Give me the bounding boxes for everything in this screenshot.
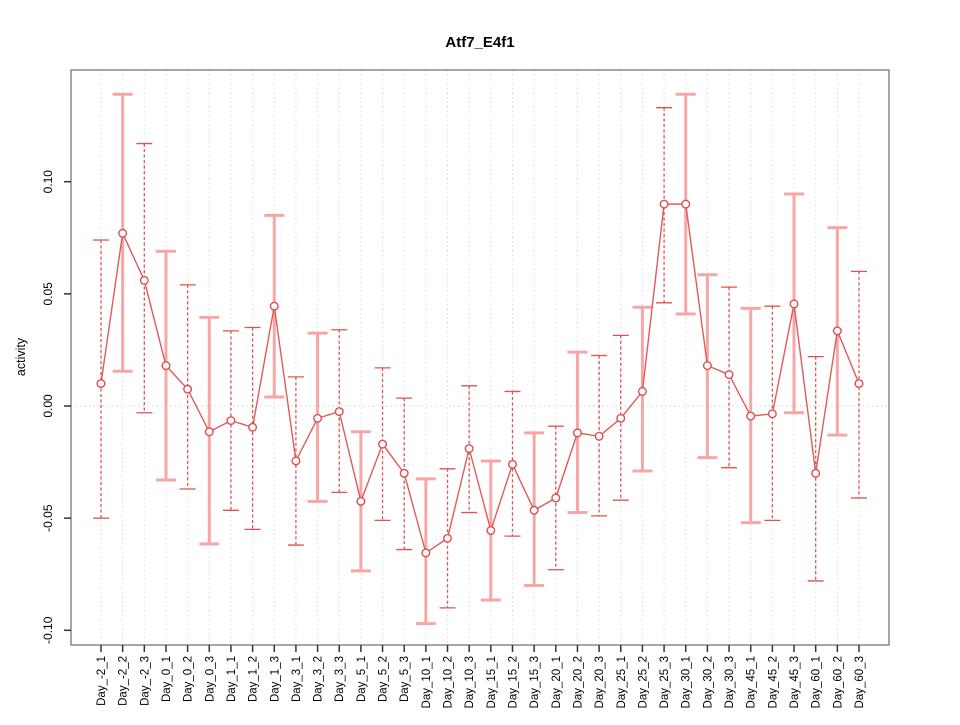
y-tick-label: -0.05 xyxy=(41,504,55,532)
x-tick-label: Day_15_1 xyxy=(486,656,498,708)
data-point xyxy=(832,326,842,336)
data-point xyxy=(399,468,409,478)
y-tick-label: 0.05 xyxy=(41,282,55,306)
data-point xyxy=(811,468,821,478)
plot-frame-layer xyxy=(70,69,890,646)
data-point xyxy=(313,413,323,423)
x-tick-label: Day_1_3 xyxy=(269,656,281,702)
x-tick-label: Day_60_1 xyxy=(811,656,823,708)
x-tick-label: Day_25_3 xyxy=(659,656,671,708)
x-tick-label: Day_20_2 xyxy=(572,656,584,708)
x-tick-label: Day_-2_2 xyxy=(118,656,130,706)
data-point xyxy=(464,444,474,454)
x-tick-label: Day_1_2 xyxy=(248,656,260,702)
data-point xyxy=(594,431,604,441)
data-point xyxy=(183,384,193,394)
data-point xyxy=(334,407,344,417)
y-tick-label: 0.00 xyxy=(41,394,55,418)
data-point xyxy=(789,299,799,309)
data-point xyxy=(421,548,431,558)
x-tick-label: Day_0_2 xyxy=(183,656,195,702)
series-line xyxy=(100,203,860,555)
data-point xyxy=(248,422,258,432)
x-tick-label: Day_20_3 xyxy=(594,656,606,708)
x-tick-label: Day_60_2 xyxy=(832,656,844,708)
x-tick-label: Day_25_2 xyxy=(637,656,649,708)
data-point xyxy=(767,409,777,419)
x-tick-label: Day_15_2 xyxy=(507,656,519,708)
x-tick-label: Day_20_1 xyxy=(551,656,563,708)
data-point xyxy=(378,439,388,449)
data-point xyxy=(724,370,734,380)
x-tick-label: Day_-2_3 xyxy=(139,656,151,706)
x-tick-label: Day_0_1 xyxy=(161,656,173,702)
x-tick-label: Day_15_3 xyxy=(529,656,541,708)
x-tick-label: Day_30_1 xyxy=(681,656,693,708)
y-tick-label: 0.10 xyxy=(41,170,55,194)
data-point xyxy=(118,228,128,238)
data-point xyxy=(356,496,366,506)
chart-title: Atf7_E4f1 xyxy=(445,34,514,51)
x-tick-label: Day_45_3 xyxy=(789,656,801,708)
y-tick-label: -0.10 xyxy=(41,616,55,644)
gridlines-layer xyxy=(71,70,889,645)
data-points-layer xyxy=(96,199,864,558)
data-point xyxy=(507,459,517,469)
data-point xyxy=(659,199,669,209)
data-point xyxy=(616,413,626,423)
axes-layer: 0.10 0.05 0.00 -0.05 -0.10 Day_-2_1 Day_-2_2 Da… xyxy=(41,170,866,709)
x-tick-label: Day_0_3 xyxy=(204,656,216,702)
data-point xyxy=(854,379,864,389)
data-point xyxy=(161,361,171,371)
x-tick-label: Day_3_1 xyxy=(291,656,303,702)
x-tick-label: Day_3_2 xyxy=(313,656,325,702)
data-point xyxy=(529,505,539,515)
plot-border xyxy=(70,69,890,646)
data-point xyxy=(551,493,561,503)
x-tick-label: Day_45_2 xyxy=(767,656,779,708)
data-point xyxy=(269,301,279,311)
x-tick-label: Day_45_1 xyxy=(746,656,758,708)
data-point xyxy=(681,199,691,209)
data-point xyxy=(226,416,236,426)
x-tick-label: Day_10_1 xyxy=(421,656,433,708)
x-tick-label: Day_1_1 xyxy=(226,656,238,702)
data-point xyxy=(572,428,582,438)
y-axis-label: activity xyxy=(14,337,28,376)
data-point xyxy=(486,525,496,535)
data-point xyxy=(96,379,106,389)
x-tick-label: Day_25_1 xyxy=(616,656,628,708)
x-tick-label: Day_30_3 xyxy=(724,656,736,708)
x-tick-label: Day_10_2 xyxy=(443,656,455,708)
x-tick-label: Day_5_3 xyxy=(399,656,411,702)
x-tick-label: Day_10_3 xyxy=(464,656,476,708)
x-tick-label: Day_-2_1 xyxy=(96,656,108,706)
data-point xyxy=(139,275,149,285)
data-point xyxy=(291,456,301,466)
x-tick-label: Day_3_3 xyxy=(334,656,346,702)
x-tick-label: Day_5_1 xyxy=(356,656,368,702)
data-point xyxy=(204,427,214,437)
x-tick-label: Day_5_2 xyxy=(378,656,390,702)
data-point xyxy=(746,411,756,421)
series-line-layer xyxy=(100,203,860,555)
x-tick-label: Day_60_3 xyxy=(854,656,866,708)
x-tick-label: Day_30_2 xyxy=(702,656,714,708)
data-point xyxy=(443,533,453,543)
data-point xyxy=(637,386,647,396)
data-point xyxy=(702,361,712,371)
